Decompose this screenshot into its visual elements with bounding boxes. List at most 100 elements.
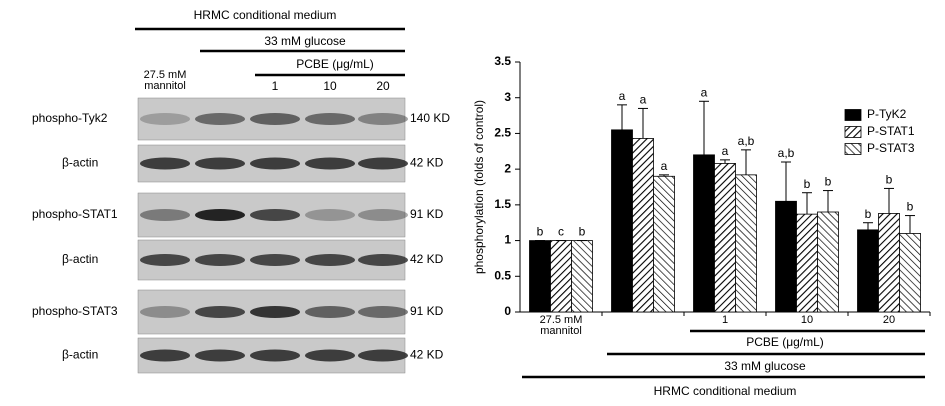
y-tick-label: 3 bbox=[504, 90, 511, 104]
blot-band bbox=[250, 113, 300, 125]
y-tick-label: 0.5 bbox=[494, 268, 511, 282]
significance-letter: b bbox=[825, 175, 832, 189]
blot-band bbox=[305, 349, 355, 362]
blot-header: HRMC conditional medium bbox=[194, 8, 337, 22]
y-tick-label: 2.5 bbox=[494, 126, 511, 140]
error-bar bbox=[659, 174, 669, 177]
significance-letter: a bbox=[640, 93, 647, 107]
x-tick-label: 27.5 mM mannitol bbox=[539, 314, 583, 337]
significance-letter: b bbox=[537, 225, 544, 239]
error-bar bbox=[720, 159, 730, 164]
blot-header: 33 mM glucose bbox=[264, 34, 346, 48]
legend-swatch bbox=[844, 109, 862, 121]
error-bar bbox=[638, 107, 648, 139]
bar bbox=[529, 240, 551, 313]
lane-label: 10 bbox=[323, 79, 337, 93]
legend-swatch bbox=[844, 126, 862, 138]
bar bbox=[878, 213, 900, 313]
blot-band bbox=[195, 306, 245, 318]
legend-label: P-TyK2 bbox=[867, 107, 907, 121]
bar bbox=[653, 175, 675, 313]
blot-band bbox=[250, 157, 300, 170]
bar bbox=[735, 174, 757, 313]
blot-band bbox=[305, 209, 355, 221]
significance-letter: c bbox=[558, 225, 564, 239]
significance-letter: a bbox=[722, 144, 729, 158]
bar bbox=[632, 138, 654, 313]
blot-band bbox=[358, 254, 408, 266]
error-bar bbox=[741, 149, 751, 175]
band-size: 42 KD bbox=[410, 156, 444, 170]
blot-band bbox=[305, 157, 355, 170]
x-tick-label: 20 bbox=[882, 314, 896, 326]
y-axis-title: phosphorylation (folds of control) bbox=[472, 100, 486, 274]
error-bar bbox=[905, 215, 915, 234]
legend-swatch bbox=[844, 143, 862, 155]
row-label: β-actin bbox=[62, 156, 98, 170]
band-size: 140 KD bbox=[410, 111, 450, 125]
row-label: phospho-STAT1 bbox=[32, 207, 118, 221]
blot-band bbox=[358, 349, 408, 362]
blot-header: PCBE (μg/mL) bbox=[296, 57, 374, 71]
bar bbox=[775, 200, 797, 313]
blot-band bbox=[305, 113, 355, 125]
bar bbox=[611, 129, 633, 313]
blot-band bbox=[140, 306, 190, 318]
blot-band bbox=[250, 254, 300, 266]
blot-band bbox=[195, 349, 245, 362]
error-bar bbox=[617, 104, 627, 130]
x-tick-label: 10 bbox=[800, 314, 814, 326]
blot-band bbox=[305, 254, 355, 266]
error-bar bbox=[699, 100, 709, 155]
band-size: 91 KD bbox=[410, 304, 444, 318]
legend-label: P-STAT1 bbox=[867, 124, 915, 138]
significance-letter: a,b bbox=[778, 146, 795, 160]
row-label: β-actin bbox=[62, 348, 98, 362]
error-bar bbox=[884, 187, 894, 214]
significance-letter: a,b bbox=[738, 134, 755, 148]
band-size: 42 KD bbox=[410, 252, 444, 266]
significance-letter: b bbox=[886, 173, 893, 187]
y-tick-label: 1.5 bbox=[494, 197, 511, 211]
bar bbox=[817, 211, 839, 313]
group-label: 33 mM glucose bbox=[724, 359, 806, 373]
blot-band bbox=[140, 157, 190, 170]
row-label: β-actin bbox=[62, 252, 98, 266]
significance-letter: a bbox=[661, 159, 668, 173]
significance-letter: b bbox=[865, 207, 872, 221]
blot-band bbox=[305, 306, 355, 318]
blot-band bbox=[195, 113, 245, 125]
lane-label: 20 bbox=[376, 79, 390, 93]
group-label: PCBE (μg/mL) bbox=[746, 335, 824, 349]
significance-letter: b bbox=[579, 225, 586, 239]
blot-band bbox=[358, 113, 408, 125]
bar bbox=[550, 240, 572, 313]
x-tick-label: 1 bbox=[721, 314, 729, 326]
error-bar bbox=[863, 222, 873, 230]
row-label: phospho-STAT3 bbox=[32, 304, 118, 318]
blot-band bbox=[140, 349, 190, 362]
blot-band bbox=[250, 306, 300, 318]
group-label: HRMC conditional medium bbox=[654, 384, 797, 398]
significance-letter: a bbox=[619, 89, 626, 103]
band-size: 42 KD bbox=[410, 348, 444, 362]
blot-band bbox=[195, 209, 245, 221]
blot-band bbox=[195, 157, 245, 170]
band-size: 91 KD bbox=[410, 207, 444, 221]
error-bar bbox=[802, 192, 812, 215]
bar bbox=[571, 240, 593, 313]
significance-letter: b bbox=[907, 200, 914, 214]
y-tick-label: 3.5 bbox=[494, 54, 511, 68]
bar bbox=[857, 229, 879, 313]
significance-letter: b bbox=[804, 177, 811, 191]
blot-band bbox=[250, 209, 300, 221]
blot-band bbox=[140, 209, 190, 221]
blot-band bbox=[358, 157, 408, 170]
legend-label: P-STAT3 bbox=[867, 141, 915, 155]
bar bbox=[796, 213, 818, 313]
blot-band bbox=[140, 113, 190, 125]
blot-band bbox=[195, 254, 245, 266]
bar bbox=[899, 233, 921, 313]
